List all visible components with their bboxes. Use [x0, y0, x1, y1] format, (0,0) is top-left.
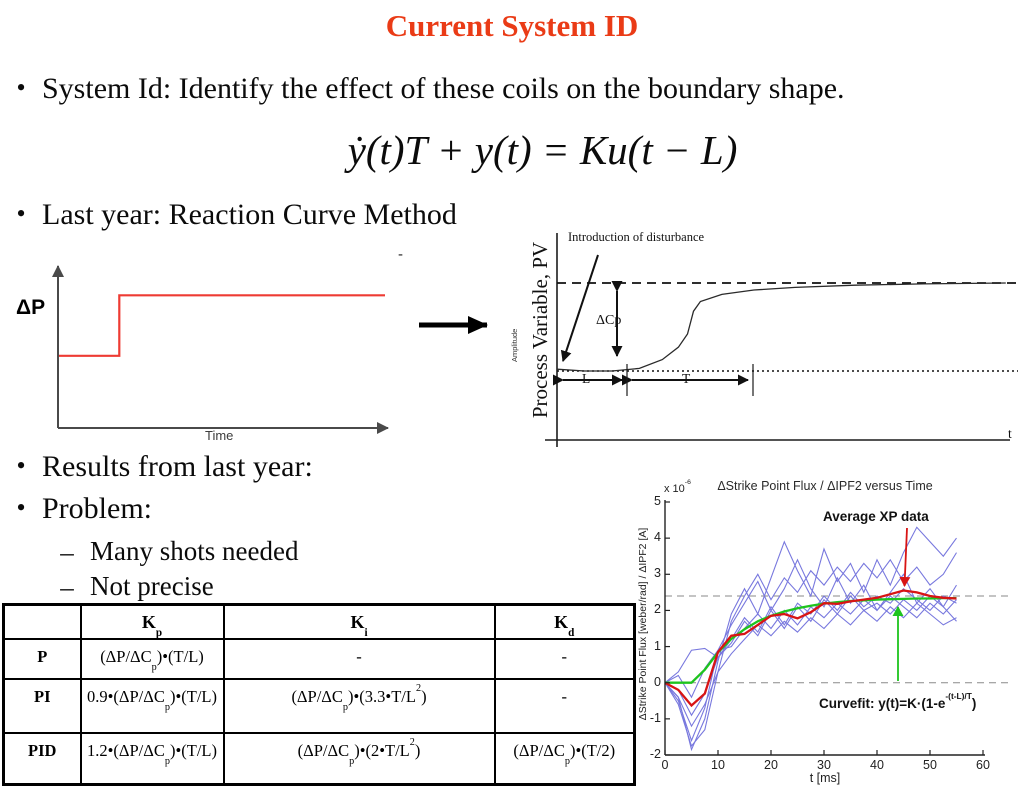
- shot-line: [664, 602, 957, 728]
- table-cell: (ΔP/ΔCp)•(3.3•T/L2): [222, 678, 496, 734]
- strike-chart-title: ΔStrike Point Flux / ΔIPF2 versus Time: [717, 479, 933, 493]
- table-header-cell: [2, 603, 82, 640]
- bullet-text-last-year: Last year: Reaction Curve Method: [42, 198, 457, 231]
- step-input-chart: [52, 265, 389, 434]
- y-tick-label: -1: [649, 710, 661, 725]
- sub-bullet-not-precise: – Not precise: [0, 571, 214, 603]
- reaction-xlabel: t: [1008, 426, 1012, 441]
- shot-line: [664, 595, 957, 684]
- bullet-text-results: Results from last year:: [42, 450, 313, 483]
- table-row-label: P: [2, 638, 82, 680]
- transform-arrow: [419, 316, 488, 334]
- bullet-text-system-id: System Id: Identify the effect of these …: [42, 72, 845, 105]
- reaction-curve-svg: [545, 233, 1018, 447]
- table-header-cell: Ki: [222, 603, 496, 640]
- disturbance-arrow: [560, 254, 599, 362]
- strike-scale-label: x 10-6: [664, 479, 691, 495]
- y-tick-label: 4: [654, 530, 661, 545]
- reaction-ylabel-small: Amplitude: [510, 328, 519, 362]
- strike-xlabel: t [ms]: [809, 771, 841, 785]
- table-cell: (ΔP/ΔCp)•(2•T/L2): [222, 732, 496, 785]
- y-tick-label: -2: [649, 747, 661, 761]
- reaction-curve-chart: Introduction of disturbance ΔCp L T t Pr…: [470, 225, 1024, 460]
- disturbance-label: Introduction of disturbance: [568, 230, 705, 244]
- sub-bullet-text-many-shots: Many shots needed: [90, 536, 299, 566]
- ziegler-nichols-table: Kp Ki Kd P (ΔP/ΔCp)•(T/L) - - PI 0.9•(ΔP/ΔCp)•(…: [2, 603, 636, 786]
- bullet-item-results: • Results from last year:: [0, 450, 313, 485]
- average-line: [664, 589, 957, 708]
- y-tick-label: 3: [654, 566, 661, 581]
- table-row-label: PI: [2, 678, 82, 734]
- table-cell: 1.2•(ΔP/ΔCp)•(T/L): [79, 732, 225, 785]
- process-response-curve: [556, 282, 1006, 372]
- table-row-label: PID: [2, 732, 82, 785]
- dash-marker: –: [60, 572, 74, 602]
- reaction-ylabel: Process Variable, PV: [528, 241, 552, 419]
- transfer-function-equation: ẏ(t)T + y(t) = Ku(t − L): [347, 127, 738, 173]
- x-tick-label: 30: [817, 758, 831, 772]
- table-cell: 0.9•(ΔP/ΔCp)•(T/L): [79, 678, 225, 734]
- shot-line: [664, 552, 957, 748]
- x-tick-label: 40: [870, 758, 884, 772]
- sub-bullet-text-not-precise: Not precise: [90, 571, 214, 601]
- dash-marker: –: [60, 537, 74, 567]
- average-xp-arrow: [899, 527, 911, 587]
- table-row: PI 0.9•(ΔP/ΔCp)•(T/L) (ΔP/ΔCp)•(3.3•T/L2) -: [2, 678, 636, 734]
- bullet-marker: •: [16, 199, 26, 228]
- step-chart-ylabel: ΔP: [16, 296, 46, 319]
- bullet-marker: •: [16, 493, 26, 522]
- table-cell: (ΔP/ΔCp)•(T/2): [493, 732, 636, 785]
- x-tick-label: 60: [976, 758, 990, 772]
- stray-dash: -: [398, 246, 403, 263]
- table-header-cell: Kd: [493, 603, 636, 640]
- slide-title: Current System ID: [385, 8, 639, 43]
- sub-bullet-many-shots: – Many shots needed: [0, 536, 298, 568]
- L-label: L: [582, 371, 591, 386]
- bullet-text-problem: Problem:: [42, 492, 152, 525]
- y-tick-label: 2: [654, 602, 661, 617]
- step-input-line: [59, 294, 385, 357]
- x-tick-label: 20: [764, 758, 778, 772]
- strike-flux-svg: [664, 500, 1009, 756]
- table-header-row: Kp Ki Kd: [2, 603, 636, 640]
- average-xp-label: Average XP data: [823, 509, 929, 524]
- bullet-marker: •: [16, 451, 26, 480]
- y-tick-label: 1: [654, 638, 661, 653]
- T-label: T: [682, 371, 691, 386]
- x-tick-label: 0: [661, 758, 669, 772]
- y-tick-label: 5: [654, 494, 661, 508]
- shot-line: [664, 526, 957, 752]
- strike-flux-chart: ΔStrike Point Flux / ΔIPF2 versus Time x…: [635, 470, 1024, 791]
- table-cell: (ΔP/ΔCp)•(T/L): [79, 638, 225, 680]
- bullet-item-system-id: • System Id: Identify the effect of thes…: [0, 72, 845, 107]
- x-tick-label: 10: [711, 758, 725, 772]
- x-tick-label: 50: [923, 758, 937, 772]
- curvefit-label: Curvefit: y(t)=K·(1-e-(t-L)/T): [819, 690, 977, 711]
- dcp-label: ΔCp: [596, 313, 622, 328]
- curvefit-line: [665, 596, 957, 684]
- table-cell: -: [493, 678, 636, 734]
- table-cell: -: [493, 638, 636, 680]
- table-header-cell: Kp: [79, 603, 225, 640]
- step-chart-xlabel: Time: [205, 428, 234, 443]
- y-tick-label: 0: [654, 674, 661, 689]
- bullet-item-last-year: • Last year: Reaction Curve Method: [0, 198, 457, 233]
- table-cell: -: [222, 638, 496, 680]
- bullet-marker: •: [16, 73, 26, 102]
- table-row: P (ΔP/ΔCp)•(T/L) - -: [2, 638, 636, 680]
- table-row: PID 1.2•(ΔP/ΔCp)•(T/L) (ΔP/ΔCp)•(2•T/L2) (Δ…: [2, 732, 636, 785]
- bullet-item-problem: • Problem:: [0, 492, 152, 527]
